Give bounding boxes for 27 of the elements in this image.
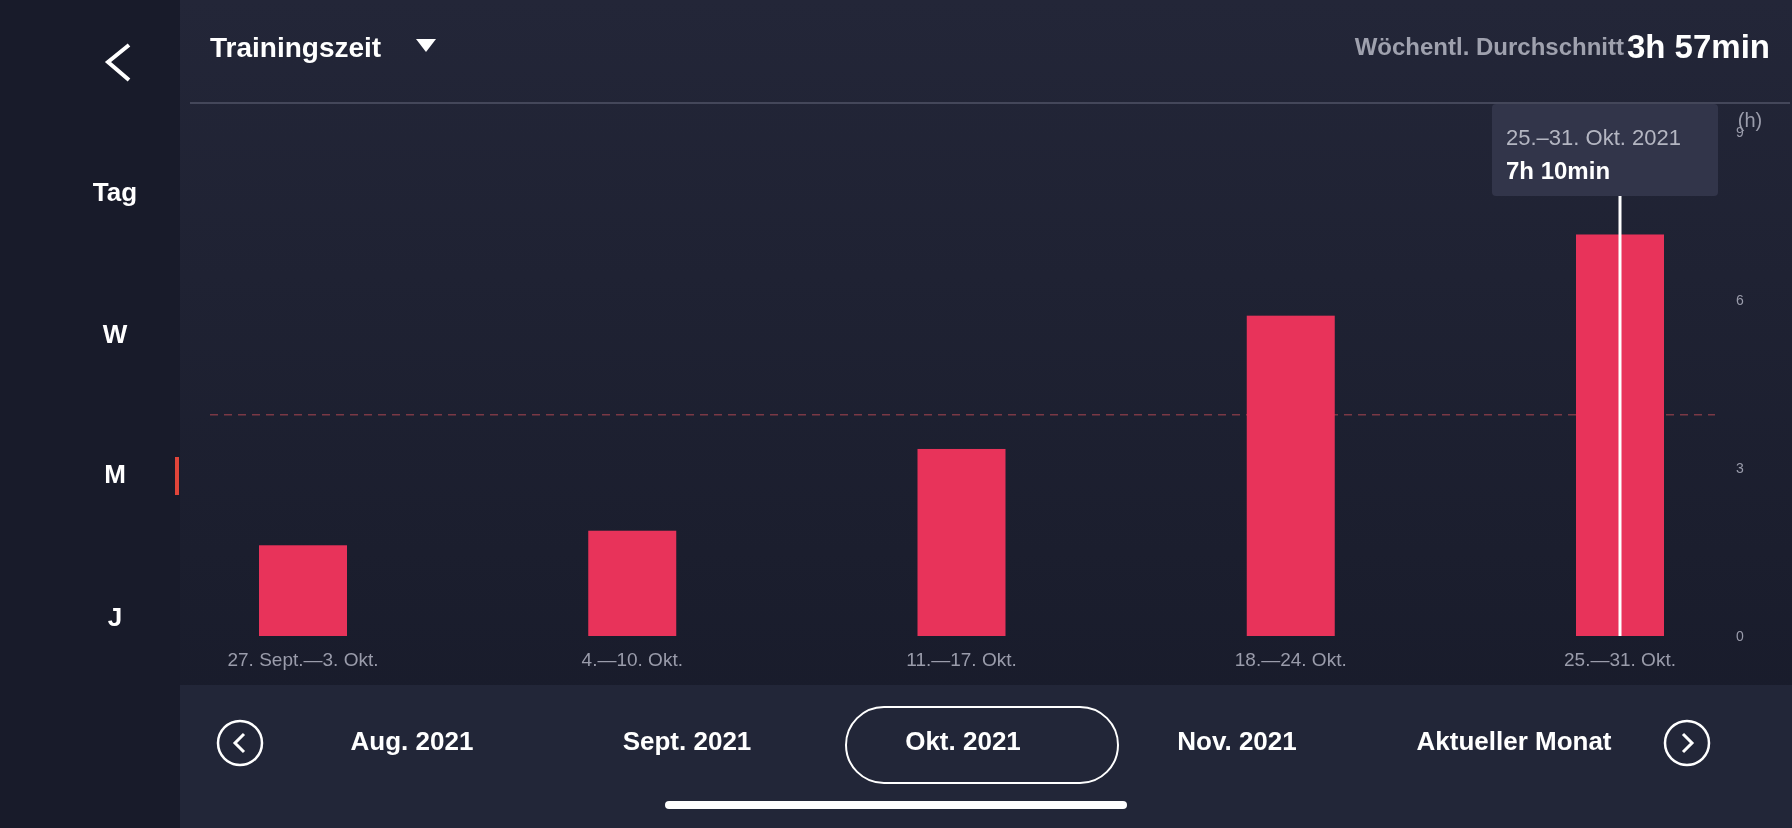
x-tick-label: 25.—31. Okt. <box>1564 649 1676 670</box>
text: Aug. 2021 <box>350 726 474 756</box>
bar <box>1576 234 1664 636</box>
text: Nov. 2021 <box>1177 726 1297 756</box>
annotation: 7h 10min <box>1506 157 1611 184</box>
bar <box>917 448 1006 636</box>
text: J <box>107 602 123 632</box>
bar <box>259 545 347 636</box>
text: W <box>102 319 128 349</box>
x-tick-label: 27. Sept.—3. Okt. <box>227 649 379 670</box>
x-tick-label: 4.—10. Okt. <box>581 649 683 670</box>
text: Okt. 2021 <box>905 726 1021 756</box>
text: Wöchentl. Durchschnitt <box>1354 33 1624 60</box>
y-tick-label: 3 <box>1736 460 1745 476</box>
x-tick-label: 18.—24. Okt. <box>1234 649 1347 670</box>
bar <box>588 530 677 636</box>
text: M <box>104 459 126 489</box>
text: Sept. 2021 <box>622 726 752 756</box>
text: Tag <box>92 177 138 207</box>
chart-title: Trainingszeit <box>210 32 382 63</box>
text: Aktueller Monat <box>1416 726 1612 756</box>
text: 3h 57min <box>1626 28 1770 65</box>
bar <box>1246 315 1335 636</box>
y-tick-label: 6 <box>1736 292 1745 308</box>
x-tick-label: 11.—17. Okt. <box>906 649 1017 670</box>
y-tick-label: 0 <box>1736 628 1745 644</box>
annotation: 25.–31. Okt. 2021 <box>1506 125 1681 150</box>
